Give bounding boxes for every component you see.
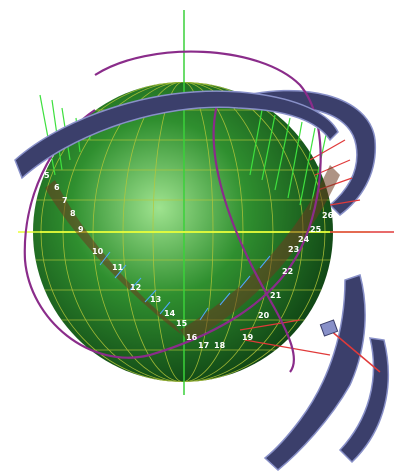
label-15: 15 [176,319,188,328]
label-8: 8 [70,209,76,218]
ribbon-lower [263,274,366,471]
label-20: 20 [258,311,270,320]
label-14: 14 [164,309,176,318]
label-7: 7 [62,196,68,205]
label-11: 11 [112,263,124,272]
label-23: 23 [288,245,299,254]
label-17: 17 [198,341,209,350]
label-9: 9 [78,225,84,234]
label-25: 25 [310,225,322,234]
blue-spikes [99,251,271,321]
label-10: 10 [92,247,104,256]
purple-loop-outer [23,50,322,359]
connector-box [319,319,339,337]
label-26: 26 [322,211,334,220]
track-labels: 5 6 7 8 9 10 11 12 13 14 15 16 17 18 19 … [44,171,334,350]
label-track-left [45,180,182,335]
label-16: 16 [186,333,198,342]
purple-loop-inner [212,94,295,373]
label-13: 13 [150,295,161,304]
label-5: 5 [44,171,50,180]
label-6: 6 [54,183,60,192]
ribbon-front-top [14,90,339,180]
label-21: 21 [270,291,282,300]
label-24: 24 [298,235,310,244]
label-18: 18 [214,341,226,350]
label-track-right [180,165,340,342]
label-19: 19 [242,333,254,342]
red-connector [329,329,381,373]
label-22: 22 [282,267,293,276]
label-12: 12 [130,283,141,292]
